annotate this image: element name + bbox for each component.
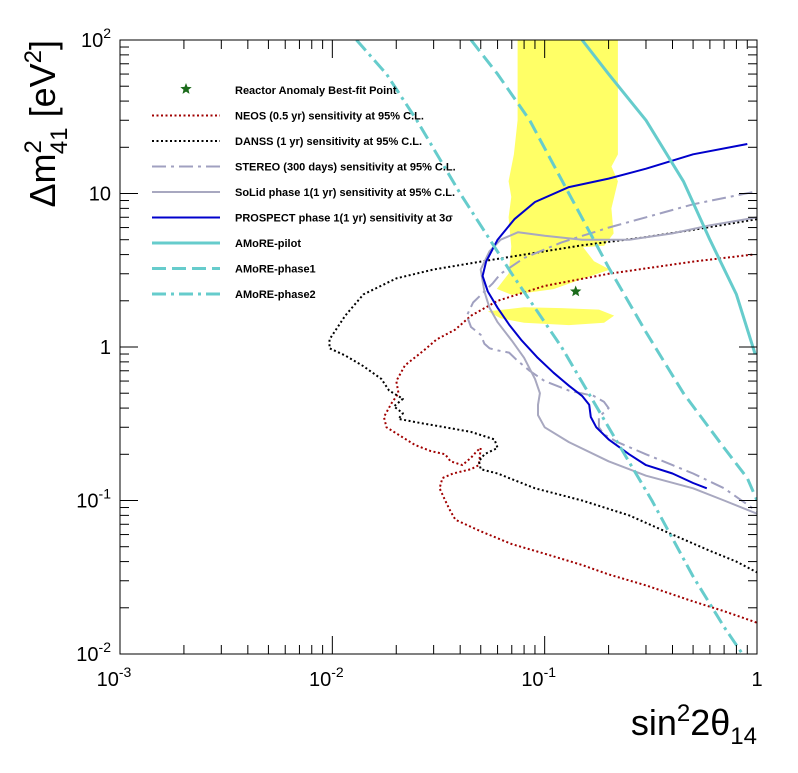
y-tick-label: 10 xyxy=(89,184,111,206)
y-tick-label: 1 xyxy=(100,337,111,359)
series-line-5 xyxy=(580,40,757,355)
series-layer xyxy=(328,40,757,654)
x-axis-title-base: sin xyxy=(631,702,677,743)
allowed-region-polygon-1 xyxy=(487,307,615,326)
x-axis-title-sub: 14 xyxy=(730,723,757,750)
series-line-1 xyxy=(328,218,757,574)
axis-ticks xyxy=(119,39,758,655)
x-tick-label: 10-3 xyxy=(97,664,132,691)
y-axis-title-pre: Δm xyxy=(22,153,63,207)
legend-label-5: PROSPECT phase 1(1 yr) sensitivity at 3σ xyxy=(235,213,453,225)
legend-label-8: AMoRE-phase2 xyxy=(235,289,316,301)
legend-label-6: AMoRE-pilot xyxy=(235,238,301,250)
y-axis-title-sup2: 2 xyxy=(20,50,47,63)
y-tick-label: 10-1 xyxy=(76,486,111,513)
series-line-2 xyxy=(465,191,757,513)
series-line-0 xyxy=(382,253,757,624)
x-axis-title: sin22θ14 xyxy=(631,700,757,750)
y-axis-title-sub: 41 xyxy=(46,127,73,154)
legend-label-1: NEOS (0.5 yr) sensitivity at 95% C.L. xyxy=(235,111,424,123)
x-axis-title-mid: 2θ xyxy=(690,702,730,743)
series-line-7 xyxy=(355,40,745,654)
x-tick-label: 1 xyxy=(751,669,762,691)
series-line-3 xyxy=(479,216,757,515)
y-axis-title-post: [eV xyxy=(22,63,63,127)
x-axis-title-sup: 2 xyxy=(677,700,690,727)
x-tick-label: 10-2 xyxy=(309,664,344,691)
series-line-6 xyxy=(469,40,757,502)
legend-marker-0 xyxy=(180,83,192,94)
legend-label-4: SoLid phase 1(1 yr) sensitivity at 95% C… xyxy=(235,187,455,199)
y-axis-title-sup: 2 xyxy=(20,140,47,153)
y-tick-label: 102 xyxy=(81,25,111,52)
legend-label-7: AMoRE-phase1 xyxy=(235,264,316,276)
y-axis-title: Δm241 [eV2] xyxy=(20,40,73,208)
y-tick-label: 10-2 xyxy=(76,639,111,666)
y-axis-title-end: ] xyxy=(22,40,63,50)
legend-label-2: DANSS (1 yr) sensitivity at 95% C.L. xyxy=(235,136,422,148)
x-tick-label: 10-1 xyxy=(521,664,556,691)
legend-label-0: Reactor Anomaly Best-fit Point xyxy=(235,85,397,97)
marker-layer xyxy=(570,285,582,297)
best-fit-point-marker xyxy=(570,285,582,297)
legend: Reactor Anomaly Best-fit Point NEOS (0.5 … xyxy=(152,83,456,301)
legend-label-3: STEREO (300 days) sensitivity at 95% C.L… xyxy=(235,162,456,174)
